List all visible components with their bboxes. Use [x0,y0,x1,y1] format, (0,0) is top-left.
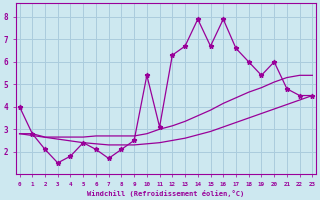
X-axis label: Windchill (Refroidissement éolien,°C): Windchill (Refroidissement éolien,°C) [87,190,244,197]
